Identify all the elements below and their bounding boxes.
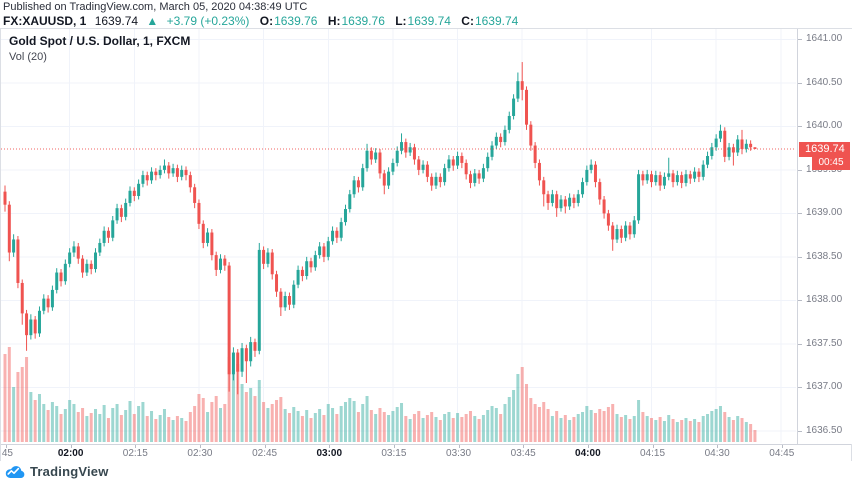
price-tick-label: 1641.00 bbox=[806, 33, 843, 45]
price-tick-mark bbox=[798, 169, 802, 171]
price-tick-mark bbox=[798, 430, 802, 432]
time-tick-label: 04:15 bbox=[639, 448, 666, 459]
time-tick-mark bbox=[781, 445, 783, 448]
high-label: H: bbox=[327, 14, 341, 28]
up-arrow-icon: ▲ bbox=[146, 14, 159, 28]
snapshot-header: Published on TradingView.com, March 05, … bbox=[0, 0, 852, 28]
time-tick-mark bbox=[393, 445, 395, 448]
time-tick-mark bbox=[652, 445, 654, 448]
time-tick-mark bbox=[264, 445, 266, 448]
time-tick-label: 04:30 bbox=[704, 448, 730, 459]
price-tick-mark bbox=[798, 126, 802, 128]
time-tick-mark bbox=[717, 445, 719, 448]
time-tick-mark bbox=[135, 445, 137, 448]
open-value: 1639.76 bbox=[274, 14, 318, 28]
current-price-label: 1639.74 bbox=[799, 142, 850, 158]
symbol-status-line: FX:XAUUSD, 1 1639.74 ▲ +3.79 (+0.23%) O:… bbox=[3, 14, 518, 28]
price-tick-label: 1637.00 bbox=[806, 381, 843, 393]
last-price: 1639.74 bbox=[94, 14, 139, 28]
symbol-title: FX:XAUUSD, 1 bbox=[3, 14, 87, 28]
bar-close-countdown: 00:45 bbox=[812, 156, 850, 171]
price-tick-label: 1639.00 bbox=[806, 207, 843, 219]
low-label: L: bbox=[395, 14, 407, 28]
published-line: Published on TradingView.com, March 05, … bbox=[3, 1, 308, 13]
low-value: 1639.74 bbox=[407, 14, 451, 28]
price-tick-mark bbox=[798, 256, 802, 258]
price-chart-canvas[interactable] bbox=[1, 29, 796, 443]
time-tick-mark bbox=[587, 445, 589, 448]
tradingview-logo-icon bbox=[5, 465, 25, 478]
price-tick-label: 1637.50 bbox=[806, 337, 843, 349]
time-tick-mark bbox=[6, 445, 7, 448]
time-tick-label: 02:15 bbox=[122, 448, 148, 459]
time-tick-label: 04:00 bbox=[575, 448, 601, 459]
time-tick-mark bbox=[199, 445, 201, 448]
price-tick-label: 1640.00 bbox=[806, 120, 843, 132]
price-tick-label: 1640.50 bbox=[806, 76, 843, 88]
time-tick-label: 02:00 bbox=[57, 448, 84, 459]
high-value: 1639.76 bbox=[341, 14, 385, 28]
price-axis[interactable]: 1639.74 00:45 1641.00 1640.50 1640.00 1639.… bbox=[797, 29, 852, 444]
time-tick-mark bbox=[329, 445, 331, 448]
close-label: C: bbox=[461, 14, 474, 28]
time-tick-label: 03:45 bbox=[510, 448, 536, 459]
price-tick-label: 1638.00 bbox=[806, 294, 843, 306]
price-change: +3.79 (+0.23%) bbox=[166, 14, 250, 28]
time-tick-label: 02:45 bbox=[252, 448, 278, 459]
time-tick-label: 03:15 bbox=[381, 448, 407, 459]
price-tick-mark bbox=[798, 213, 802, 215]
price-tick-mark bbox=[798, 39, 802, 41]
time-tick-label: 03:30 bbox=[446, 448, 472, 459]
price-tick-mark bbox=[798, 387, 802, 389]
snapshot-footer: TradingView bbox=[0, 461, 852, 485]
price-tick-mark bbox=[798, 343, 802, 345]
chart-container: Gold Spot / U.S. Dollar, 1, FXCM Vol (20… bbox=[0, 28, 852, 463]
time-tick-label: 02:30 bbox=[187, 448, 213, 459]
time-tick-label: :45 bbox=[1, 448, 13, 459]
time-tick-mark bbox=[70, 445, 72, 448]
time-tick-mark bbox=[458, 445, 460, 448]
close-value: 1639.74 bbox=[474, 14, 519, 28]
time-tick-label: 04:45 bbox=[769, 448, 795, 459]
price-tick-label: 1638.50 bbox=[806, 250, 843, 262]
time-tick-mark bbox=[523, 445, 525, 448]
time-axis[interactable]: :45 02:00 02:15 02:30 02:45 03:00 03:15 03:30 03… bbox=[1, 444, 851, 462]
open-label: O: bbox=[259, 14, 274, 28]
price-tick-mark bbox=[798, 82, 802, 84]
price-tick-mark bbox=[798, 300, 802, 302]
tradingview-brand-link[interactable]: TradingView bbox=[5, 464, 109, 479]
time-tick-label: 03:00 bbox=[316, 448, 343, 459]
price-tick-label: 1636.50 bbox=[806, 424, 843, 436]
brand-name: TradingView bbox=[30, 464, 109, 479]
